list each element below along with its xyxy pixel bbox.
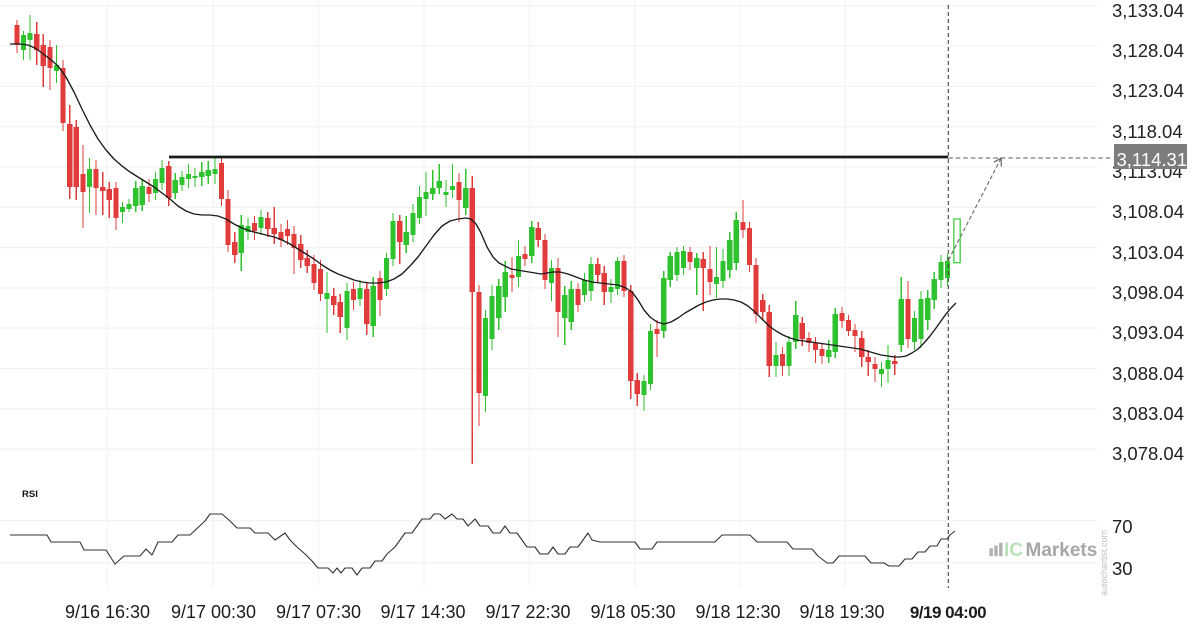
svg-text:Markets: Markets bbox=[1026, 540, 1098, 561]
svg-text:IC: IC bbox=[1004, 540, 1023, 561]
